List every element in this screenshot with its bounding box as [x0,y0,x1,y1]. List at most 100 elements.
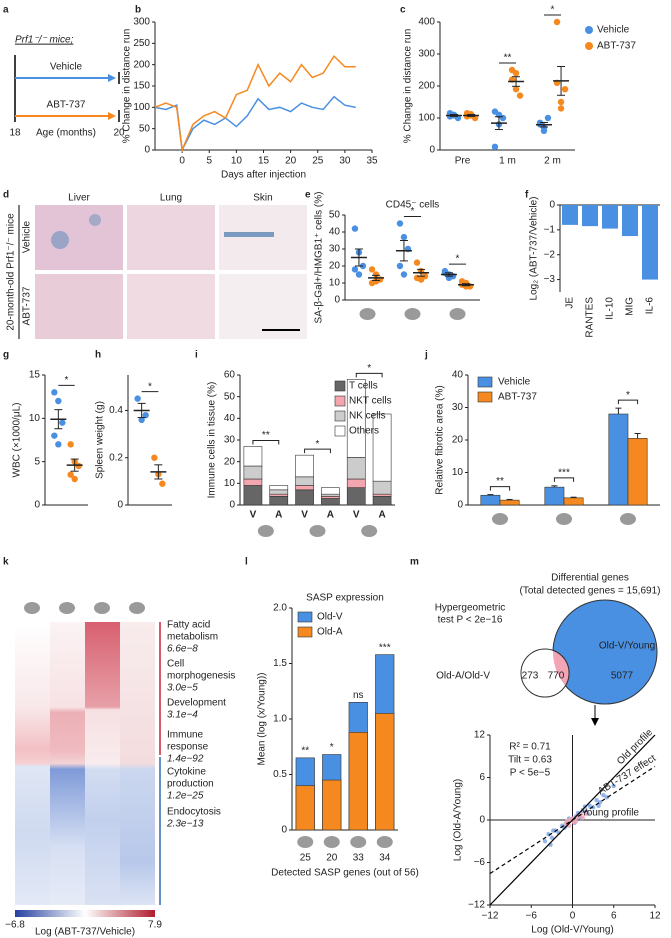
venn-subtitle: (Total detected genes = 15,691) [520,586,661,597]
bar [295,785,315,831]
x-tick-label: 30 [339,156,351,167]
y-tick-label: 10 [452,467,464,478]
x-tick-label: 2 m [544,156,561,167]
arm-label: Vehicle [50,62,83,73]
detected-count: 34 [379,853,391,864]
x-axis-label: Days after injection [221,170,306,181]
x-tick-label: Pre [455,156,471,167]
y-tick-label: 100 [418,113,435,124]
point [71,475,78,483]
bar-segment [269,489,289,495]
y-tick-label: 150 [133,81,150,92]
legend-marker [585,26,593,34]
panel-label: a [3,5,9,16]
legend-swatch [334,395,346,407]
organ-icon [556,513,572,525]
point [400,271,408,278]
y-tick-label: 0 [281,825,287,836]
bar-segment [243,485,263,506]
bar-segment [269,485,289,491]
term-p: 2.3e−13 [166,819,204,830]
significance: ** [496,476,504,487]
bar-segment [372,480,392,495]
significance: ns [353,690,364,701]
point [142,411,149,419]
legend-label: Old-A [317,627,343,638]
significance: * [65,375,69,386]
panel-label: e [305,190,311,201]
term-name: response [167,742,209,753]
point [67,441,74,448]
y-tick-label: 1.0 [273,714,287,725]
y-tick-label: 12 [474,730,486,741]
term-name: Fatty acid [167,620,210,631]
bar [608,413,629,506]
panel-label: b [135,5,141,16]
point [417,276,425,283]
x-tick-label: 6 [611,911,617,922]
row-label: ABT-737 [22,286,33,325]
group-label: 20-month-old Prf1⁻/⁻ mice [6,213,17,331]
y-tick-label: −2 [544,249,556,260]
point [561,86,569,93]
term-name: Immune [167,730,204,741]
point [51,432,58,439]
point [557,105,565,112]
histology-images [35,205,307,339]
y-tick-label: −3 [544,274,556,285]
bar [627,438,648,506]
significance: ** [504,53,512,64]
term-p: 3.1e−4 [167,710,198,721]
point [601,793,606,798]
colorbar-title: Log (ABT-737/Vehicle) [35,927,135,938]
column-label: Lung [160,193,182,204]
y-tick-label: −12 [468,900,485,911]
significance: *** [558,467,570,478]
panel-label: l [245,557,248,568]
y-tick-label: −6 [474,857,486,868]
legend-label: T cells [349,381,378,392]
point [516,92,524,99]
y-tick-label: 200 [418,81,435,92]
point [512,70,520,77]
row-label: Vehicle [22,220,33,253]
y-tick-label: 0 [334,295,340,306]
y-tick-label: 1.5 [273,658,287,669]
bar-segment [372,493,392,497]
y-tick-label: 0 [479,815,485,826]
y-tick-label: 0 [457,500,463,511]
bar-segment [295,485,314,491]
point [584,811,589,816]
y-tick-label: 250 [133,38,150,49]
x-axis-label: Log (Old-V/Young) [531,925,613,936]
point [134,395,141,402]
detected-count: 20 [326,853,338,864]
y-tick-label: 10 [329,278,341,289]
y-tick-label: 5 [34,456,40,467]
point [138,416,145,424]
y-axis-label: % Change in distance run [122,29,133,144]
colorbar-label: 7.9 [148,920,162,931]
significance: * [367,363,371,374]
legend-swatch [477,376,493,388]
bar [499,499,520,506]
point [596,803,601,809]
point [611,783,616,789]
significance: *** [379,642,391,653]
heatmap [15,622,161,917]
point [151,454,158,461]
term-name: production [167,779,214,790]
point [67,471,74,478]
x-tick-label: 20 [285,156,297,167]
bar-segment [295,476,314,486]
point [549,835,555,840]
legend-label: ABT-737 [597,41,636,52]
arrow-head [108,112,116,120]
x-tick-label: MIG [625,297,636,316]
x-tick-label: −6 [526,911,538,922]
significance: ** [301,745,309,756]
sig-bracket [252,440,280,445]
x-tick-label: A [275,510,282,521]
x-tick-label: 0 [570,911,576,922]
bar-segment [346,379,366,458]
